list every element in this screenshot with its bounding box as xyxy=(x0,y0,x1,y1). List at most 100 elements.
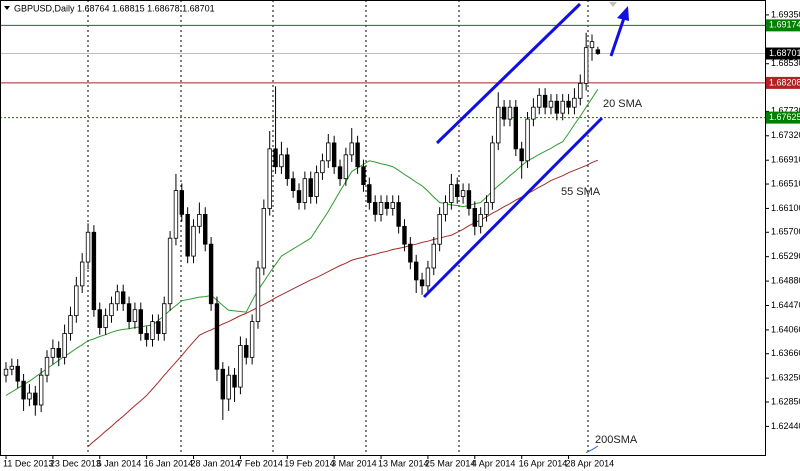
candle-body xyxy=(490,142,495,203)
candle-body xyxy=(589,41,595,49)
candle-body xyxy=(408,243,413,263)
candle-body xyxy=(396,202,401,227)
candle-body xyxy=(162,303,167,334)
x-tick-label: 13 Mar 2014 xyxy=(378,458,429,468)
candle-body xyxy=(378,202,384,215)
level-label: 1.68208 xyxy=(769,77,800,87)
candle-body xyxy=(15,365,20,382)
level-box xyxy=(766,76,800,89)
candle-body xyxy=(372,202,378,215)
candle-body xyxy=(138,309,143,334)
candle-body xyxy=(349,142,354,156)
y-tick-label: 1.67730 xyxy=(771,106,800,116)
y-tick-label: 1.63660 xyxy=(771,348,800,358)
candle-body xyxy=(85,231,91,263)
candle-body xyxy=(167,237,173,305)
candle-body xyxy=(566,100,571,108)
annotation: 20 SMA xyxy=(603,98,643,110)
candle-body xyxy=(38,374,44,406)
candle-body xyxy=(9,365,15,370)
candle-body xyxy=(156,321,161,334)
y-tick-label: 1.64880 xyxy=(771,275,800,285)
x-tick-label: 23 Dec 2013 xyxy=(50,458,101,468)
candle-body xyxy=(337,166,343,180)
candle-body xyxy=(185,213,190,257)
level-box xyxy=(766,111,800,124)
candle-body xyxy=(132,309,138,322)
plot-frame xyxy=(0,0,766,456)
level-box xyxy=(766,47,800,60)
candle-body xyxy=(121,291,126,305)
candle-body xyxy=(361,166,366,186)
candle-body xyxy=(103,315,108,328)
candle-body xyxy=(91,231,97,311)
annotation: 55 SMA xyxy=(561,186,601,198)
annotation: 200SMA xyxy=(595,434,638,446)
candle-body xyxy=(572,97,577,108)
candle-body xyxy=(419,279,425,287)
axes: 1.69350 1.68530 1.67730 1.67320 1.66910 1.665… xyxy=(3,9,800,468)
y-tick-label: 1.64060 xyxy=(771,324,800,334)
x-tick-label: 7 Feb 2014 xyxy=(237,458,283,468)
candle-body xyxy=(296,190,302,203)
candle-body xyxy=(478,213,483,227)
y-tick-label: 1.66510 xyxy=(771,178,800,188)
candle-body xyxy=(191,225,196,257)
candle-body xyxy=(548,100,554,108)
x-tick-label: 28 Apr 2014 xyxy=(566,458,615,468)
candle-body xyxy=(238,345,243,388)
arrow-head xyxy=(617,6,629,21)
candle-body xyxy=(214,303,220,370)
candle-body xyxy=(226,374,231,400)
x-tick-label: 6 Jan 2014 xyxy=(97,458,142,468)
candle-body xyxy=(431,243,436,269)
candle-body xyxy=(578,82,583,99)
moving-averages xyxy=(5,89,599,454)
candle-body xyxy=(273,148,278,168)
sma-line xyxy=(5,89,599,396)
y-tick-label: 1.64470 xyxy=(771,300,800,310)
x-tick-label: 3 Mar 2014 xyxy=(331,458,377,468)
x-tick-label: 25 Mar 2014 xyxy=(425,458,476,468)
menu-icon xyxy=(4,6,10,10)
candle-body xyxy=(27,392,32,400)
candle-body xyxy=(126,303,132,322)
y-tick-label: 1.68530 xyxy=(771,58,800,68)
sma-line xyxy=(87,159,599,448)
candle-body xyxy=(595,49,601,54)
candle-body xyxy=(466,190,472,209)
candle-body xyxy=(97,309,102,328)
candle-body xyxy=(343,154,349,180)
y-tick-label: 1.65290 xyxy=(771,251,800,261)
candle-body xyxy=(290,178,296,191)
candle-body xyxy=(331,142,337,168)
candle-body xyxy=(179,190,184,215)
x-tick-label: 16 Jan 2014 xyxy=(144,458,194,468)
candle-body xyxy=(255,267,261,322)
candle-body xyxy=(109,303,114,317)
candle-body xyxy=(3,368,9,376)
candle-body xyxy=(115,291,120,305)
x-tick-label: 4 Apr 2014 xyxy=(472,458,516,468)
candle-body xyxy=(484,202,489,215)
candle-body xyxy=(507,106,513,120)
trendlines xyxy=(422,2,629,299)
candle-body xyxy=(367,184,372,203)
candle-body xyxy=(560,100,565,114)
candle-body xyxy=(150,321,155,340)
candle-body xyxy=(21,380,26,400)
y-tick-label: 1.62440 xyxy=(771,421,800,431)
candle-body xyxy=(320,160,325,174)
candle-body xyxy=(402,225,407,245)
candle-body xyxy=(33,392,38,406)
candle-body xyxy=(285,154,290,180)
channel-upper xyxy=(435,2,582,145)
candles xyxy=(3,32,601,420)
candle-body xyxy=(50,347,56,358)
candle-body xyxy=(249,321,255,358)
candle-body xyxy=(460,190,466,197)
candle-body xyxy=(437,213,442,245)
candle-body xyxy=(232,374,237,388)
x-tick-label: 19 Feb 2014 xyxy=(284,458,335,468)
